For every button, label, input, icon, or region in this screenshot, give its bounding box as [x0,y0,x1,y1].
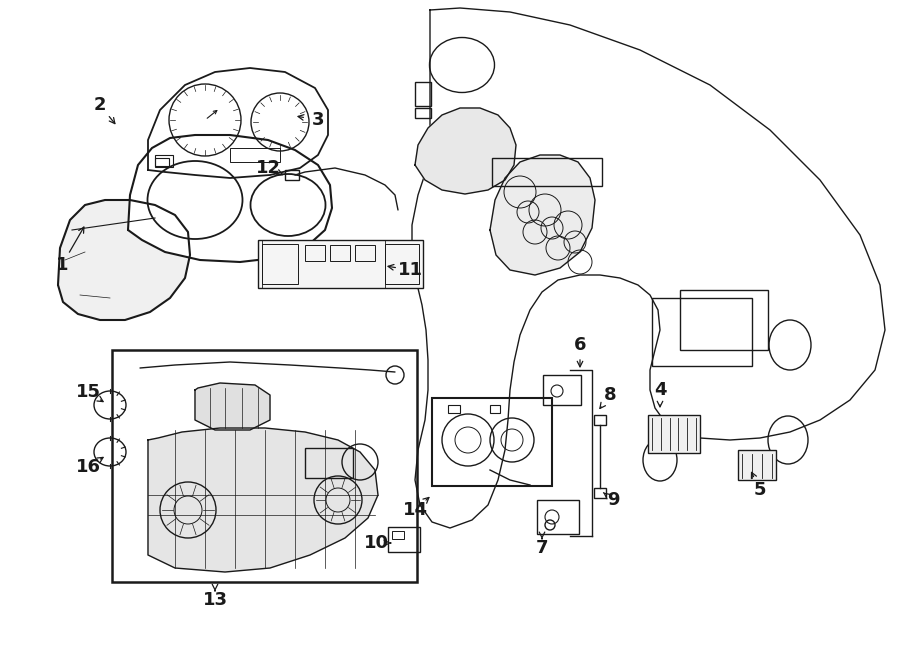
Bar [330,245,350,261]
Bar [385,244,419,284]
Text: 11: 11 [398,261,422,279]
Text: 3: 3 [311,111,324,129]
Bar [594,415,606,425]
Bar [490,405,500,413]
Text: 2: 2 [94,96,106,114]
Polygon shape [415,108,516,194]
Bar [305,245,325,261]
Text: 14: 14 [402,501,428,519]
Bar [230,148,280,162]
Text: 1: 1 [56,256,68,274]
Text: 13: 13 [202,591,228,609]
Text: 12: 12 [256,159,281,177]
Polygon shape [148,428,378,572]
Bar [680,290,768,350]
Bar [155,158,169,166]
Text: 10: 10 [364,534,389,552]
Polygon shape [148,68,328,178]
Text: 4: 4 [653,381,666,399]
Polygon shape [58,200,190,320]
Bar [262,244,298,284]
Polygon shape [412,8,885,528]
Bar [432,398,552,486]
Text: 5: 5 [754,481,766,499]
Text: 7: 7 [536,539,548,557]
Bar [355,245,375,261]
Bar [648,415,700,453]
Bar [652,298,752,366]
Text: 15: 15 [76,383,101,401]
Bar [415,82,431,106]
Bar [285,170,299,180]
Bar [537,500,579,534]
Polygon shape [195,383,270,430]
Bar [543,375,581,405]
Text: 6: 6 [574,336,586,354]
Bar [448,405,460,413]
Bar [492,158,602,186]
Text: 8: 8 [604,386,617,404]
Bar [738,450,776,480]
Bar [388,527,420,552]
Bar [594,488,606,498]
Bar [305,448,353,478]
Bar [392,531,404,539]
Bar [258,240,423,288]
Polygon shape [490,155,595,275]
Bar [112,350,417,582]
Bar [155,155,173,167]
Bar [415,108,431,118]
Text: 9: 9 [607,491,619,509]
Text: 16: 16 [76,458,101,476]
Polygon shape [128,135,332,262]
